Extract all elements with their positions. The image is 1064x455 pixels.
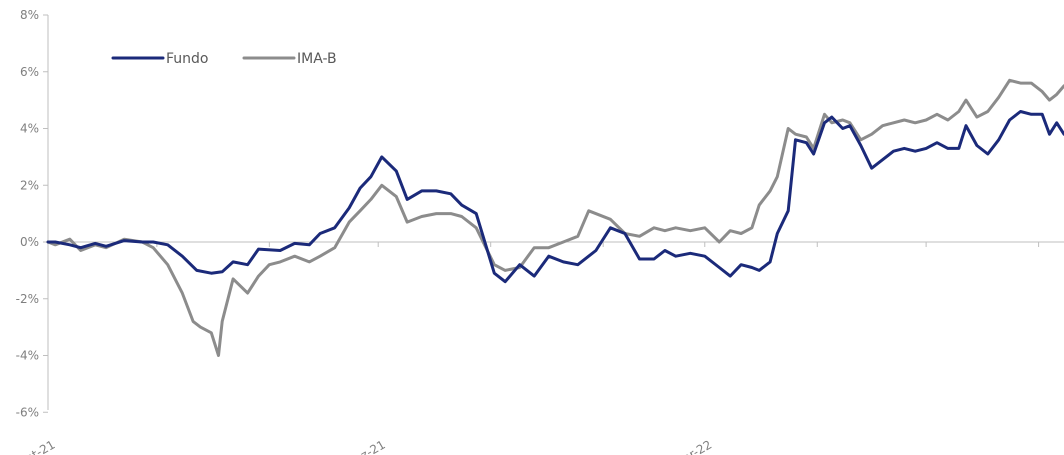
x-axis: set-21 dez-21 mar-22 bbox=[18, 241, 1064, 455]
series-layer bbox=[46, 78, 1064, 357]
y-tick-label: 8% bbox=[20, 8, 39, 22]
legend: Fundo IMA-B bbox=[111, 51, 337, 67]
y-tick-label: 4% bbox=[20, 122, 39, 136]
legend-label: Fundo bbox=[166, 51, 209, 67]
legend-label: IMA-B bbox=[297, 51, 337, 67]
y-axis: -6% -4% -2% 0% 2% 4% 6% 8% bbox=[16, 8, 49, 419]
x-tick-label: dez-21 bbox=[345, 437, 387, 455]
y-tick-label: -2% bbox=[16, 292, 39, 306]
y-tick-label: 6% bbox=[20, 65, 39, 79]
y-tick-label: 0% bbox=[20, 235, 39, 249]
series-line-fundo bbox=[46, 110, 1064, 284]
y-tick-label: -6% bbox=[16, 405, 39, 419]
y-tick-label: 2% bbox=[20, 178, 39, 192]
x-tick-label: mar-22 bbox=[670, 437, 714, 455]
y-tick-label: -4% bbox=[16, 349, 39, 363]
x-tick-label: set-21 bbox=[18, 437, 58, 455]
series-line-ima-b bbox=[46, 78, 1064, 357]
